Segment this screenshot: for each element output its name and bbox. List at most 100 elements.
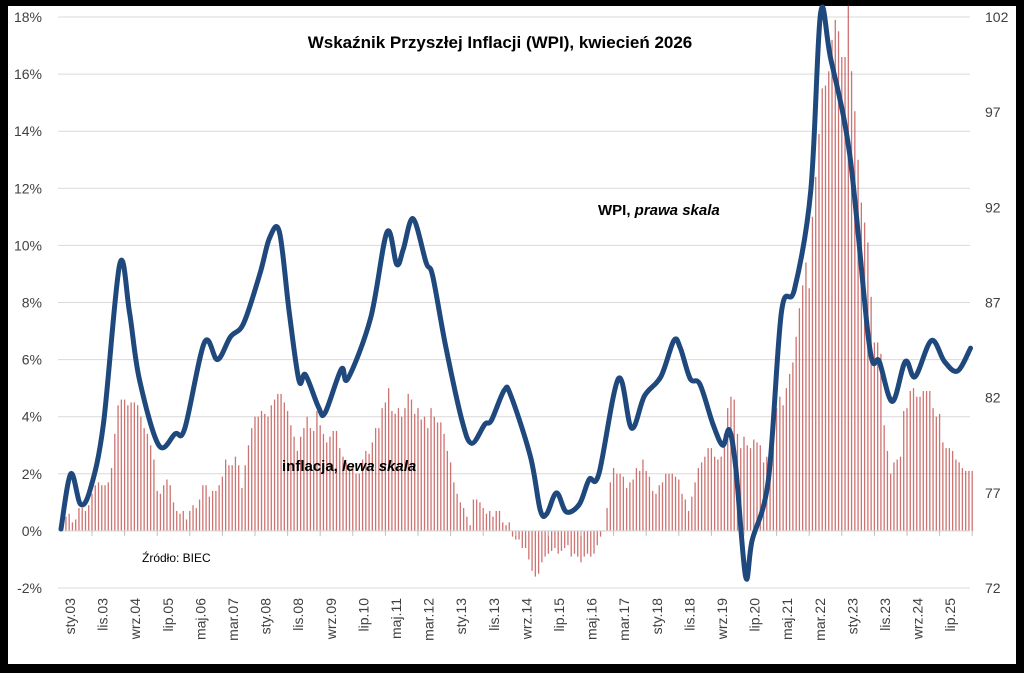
inflation-bar — [273, 399, 276, 531]
inflation-bar — [749, 448, 752, 531]
inflation-bar — [850, 71, 853, 531]
inflation-bar — [456, 493, 458, 531]
inflation-bar — [586, 530, 589, 554]
inflation-bar — [769, 462, 771, 531]
inflation-bar — [459, 502, 462, 531]
right-tick-label: 77 — [985, 485, 1001, 501]
inflation-bar — [88, 505, 90, 531]
inflation-bar — [511, 530, 514, 537]
inflation-bar — [225, 459, 227, 531]
inflation-bar — [436, 422, 439, 531]
inflation-bar — [492, 516, 494, 531]
right-axis: 72 77 82 87 92 97 102 — [985, 9, 1009, 596]
inflation-bar — [348, 468, 351, 531]
inflation-bar — [179, 513, 181, 531]
inflation-bar — [564, 530, 566, 549]
inflation-bar — [81, 508, 83, 531]
x-tick-label: lip.05 — [160, 598, 176, 632]
inflation-bar — [906, 408, 908, 531]
inflation-bar — [381, 408, 383, 531]
inflation-bar — [172, 502, 175, 531]
inflation-bar — [945, 448, 947, 531]
inflation-bar — [176, 510, 178, 531]
inflation-bar — [316, 410, 318, 531]
wpi-annotation-bold: WPI, — [598, 202, 635, 219]
x-tick-label: sty.13 — [453, 598, 469, 635]
x-tick-label: lis.23 — [877, 598, 893, 631]
inflation-bar — [573, 530, 576, 554]
inflation-bar — [254, 416, 256, 531]
inflation-bar — [446, 450, 448, 531]
inflation-bar — [935, 416, 937, 531]
inflation-bar — [521, 530, 523, 549]
inflation-bar — [322, 433, 325, 531]
inflation-bar — [420, 419, 422, 531]
inflation-bar — [280, 393, 282, 531]
inflation-bar — [593, 530, 595, 554]
inflation-bar — [671, 473, 673, 531]
inflation-bar — [143, 428, 145, 531]
inflation-bar — [251, 428, 253, 531]
inflation-bar — [185, 519, 188, 531]
inflation-bar — [551, 530, 553, 551]
inflation-bar — [352, 465, 354, 531]
inflation-bar — [290, 425, 292, 531]
right-tick-label: 82 — [985, 390, 1001, 406]
x-tick-label: wrz.14 — [518, 598, 534, 640]
inflation-bar — [893, 462, 895, 531]
inflation-bar — [886, 450, 889, 531]
inflation-bar — [691, 496, 693, 531]
inflation-annotation: inflacja, lewa skala — [282, 458, 416, 475]
inflation-bar — [443, 433, 445, 531]
inflation-bar — [863, 222, 866, 531]
inflation-bar — [681, 493, 683, 531]
inflation-bar — [397, 408, 400, 531]
x-tick-label: lip.15 — [551, 598, 567, 632]
inflation-bar — [391, 410, 393, 531]
inflation-bar — [423, 416, 426, 531]
x-tick-label: sty.03 — [62, 598, 78, 635]
x-tick-label: maj.21 — [779, 598, 795, 640]
inflation-bar — [332, 430, 334, 531]
inflation-bar — [117, 405, 119, 531]
inflation-bar — [71, 522, 74, 531]
inflation-bar — [277, 393, 279, 531]
inflation-bar — [841, 56, 843, 531]
inflation-bar — [880, 353, 882, 531]
inflation-bar — [257, 416, 259, 531]
x-tick-label: mar.17 — [616, 598, 632, 641]
inflation-bar — [619, 473, 621, 531]
inflation-bar — [844, 56, 846, 531]
inflation-bar — [596, 530, 598, 546]
inflation-bar — [831, 39, 833, 531]
inflation-bar — [407, 393, 409, 531]
inflation-bar — [723, 433, 726, 531]
inflation-bar — [215, 490, 217, 531]
inflation-bar — [824, 85, 827, 531]
inflation-bar — [554, 530, 556, 549]
x-tick-label: mar.22 — [812, 598, 828, 641]
inflation-bar — [228, 465, 230, 531]
inflation-bar — [668, 473, 670, 531]
inflation-bar — [818, 134, 820, 531]
inflation-bar — [890, 473, 892, 531]
inflation-bar — [466, 516, 468, 531]
inflation-bar — [140, 416, 142, 531]
inflation-bar — [567, 530, 569, 546]
inflation-bar — [417, 408, 419, 531]
inflation-bar — [65, 516, 67, 531]
x-tick-label: wrz.09 — [323, 598, 339, 640]
inflation-bar — [965, 470, 967, 531]
right-tick-label: 87 — [985, 295, 1001, 311]
inflation-bar — [133, 402, 136, 531]
inflation-bar — [661, 482, 664, 531]
inflation-bar — [795, 336, 797, 531]
inflation-bar — [440, 422, 442, 531]
inflation-bar — [612, 468, 615, 531]
inflation-bar — [221, 476, 224, 531]
inflation-bar — [68, 513, 70, 531]
inflation-bar — [169, 485, 171, 531]
inflation-bar — [479, 502, 481, 531]
inflation-bar — [968, 470, 970, 531]
inflation-bar — [753, 439, 755, 531]
